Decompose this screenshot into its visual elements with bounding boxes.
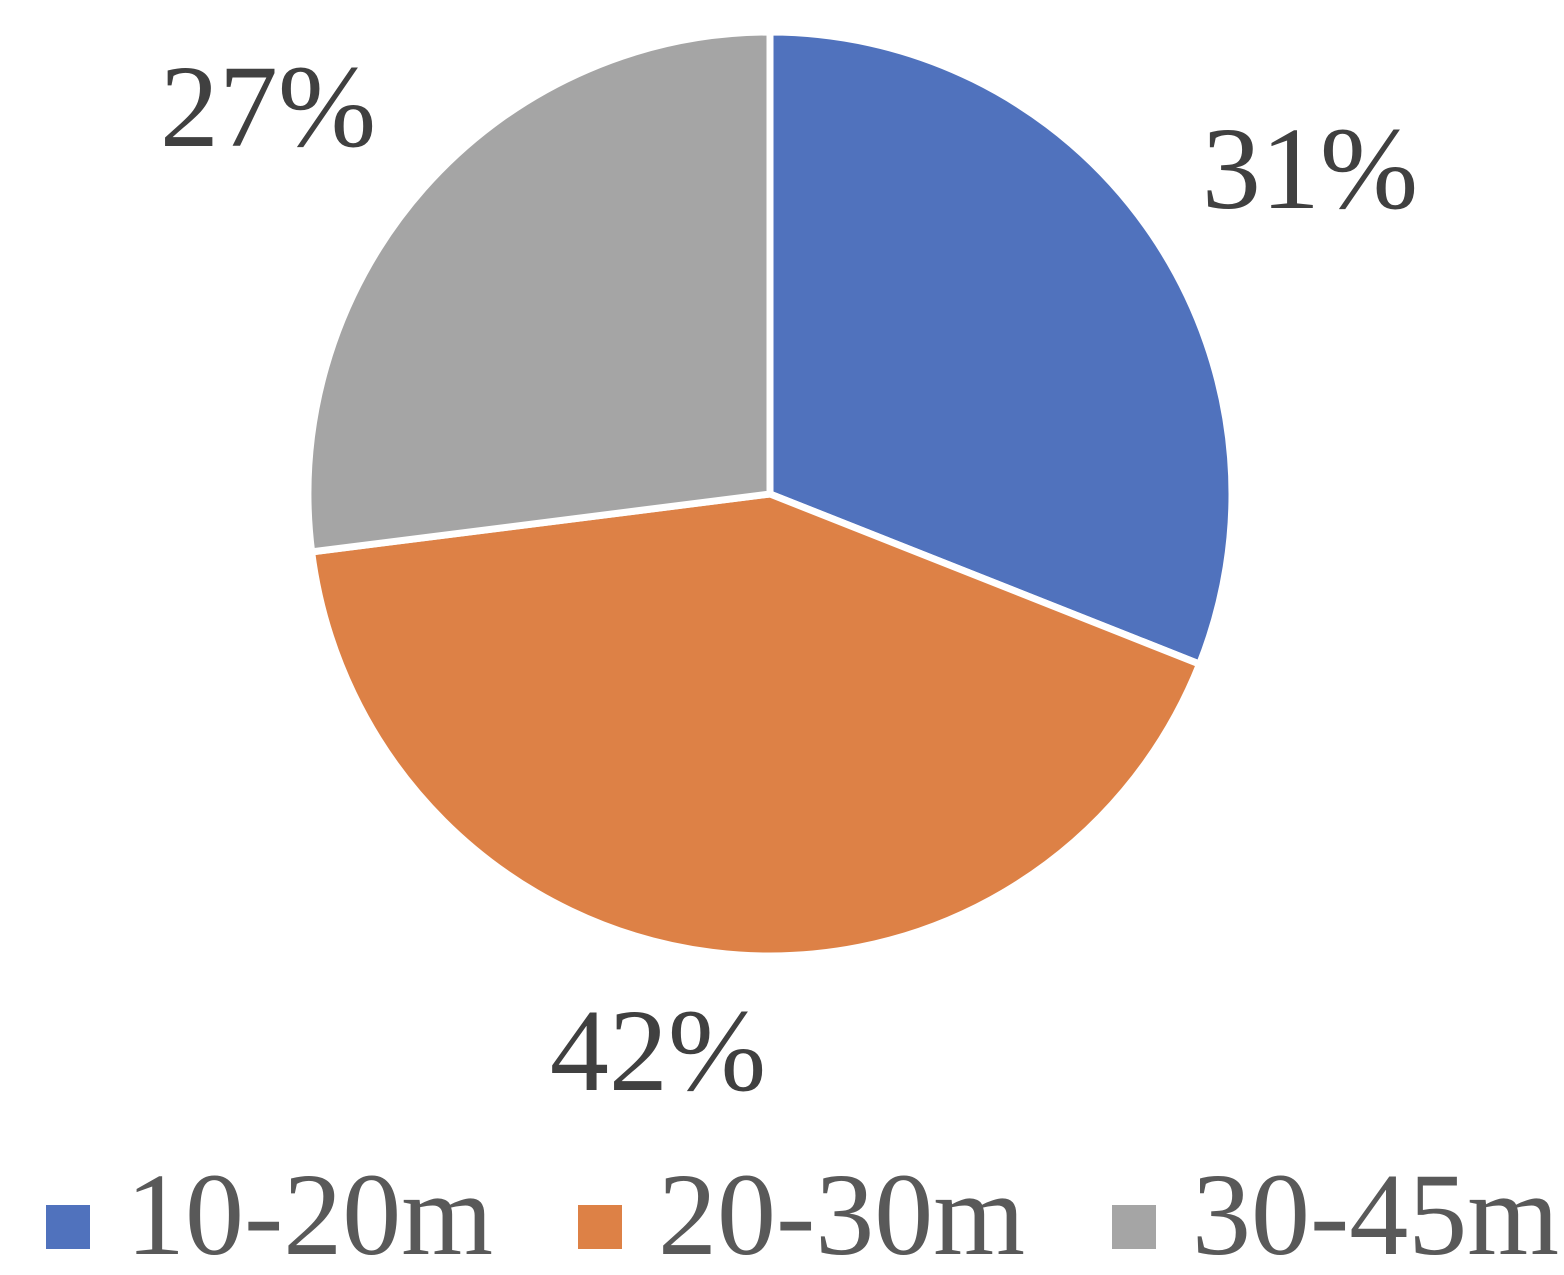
legend-item-20-30m: 20-30m: [578, 1149, 1025, 1275]
pie-slice-20-30m: [307, 490, 1205, 960]
data-label-30-45m: 27%: [160, 41, 376, 172]
legend-label-20-30m: 20-30m: [658, 1149, 1025, 1270]
legend-label-10-20m: 10-20m: [126, 1149, 493, 1270]
pie-slice-10-20m: [766, 28, 1236, 669]
pie-slice-30-45m: [304, 28, 774, 556]
data-label-10-20m: 31%: [1202, 103, 1418, 234]
legend-swatch-20-30m: [578, 1205, 622, 1249]
data-label-20-30m: 42%: [550, 985, 766, 1116]
legend-item-10-20m: 10-20m: [46, 1149, 493, 1275]
legend-item-30-45m: 30-45m: [1112, 1149, 1559, 1275]
legend-swatch-10-20m: [46, 1205, 90, 1249]
pie-data-labels: 31% 42% 27%: [160, 41, 1418, 1116]
legend-label-30-45m: 30-45m: [1192, 1149, 1559, 1270]
pie-slices: [304, 28, 1236, 960]
legend: 10-20m 20-30m 30-45m: [46, 1149, 1559, 1275]
legend-swatch-30-45m: [1112, 1205, 1156, 1249]
